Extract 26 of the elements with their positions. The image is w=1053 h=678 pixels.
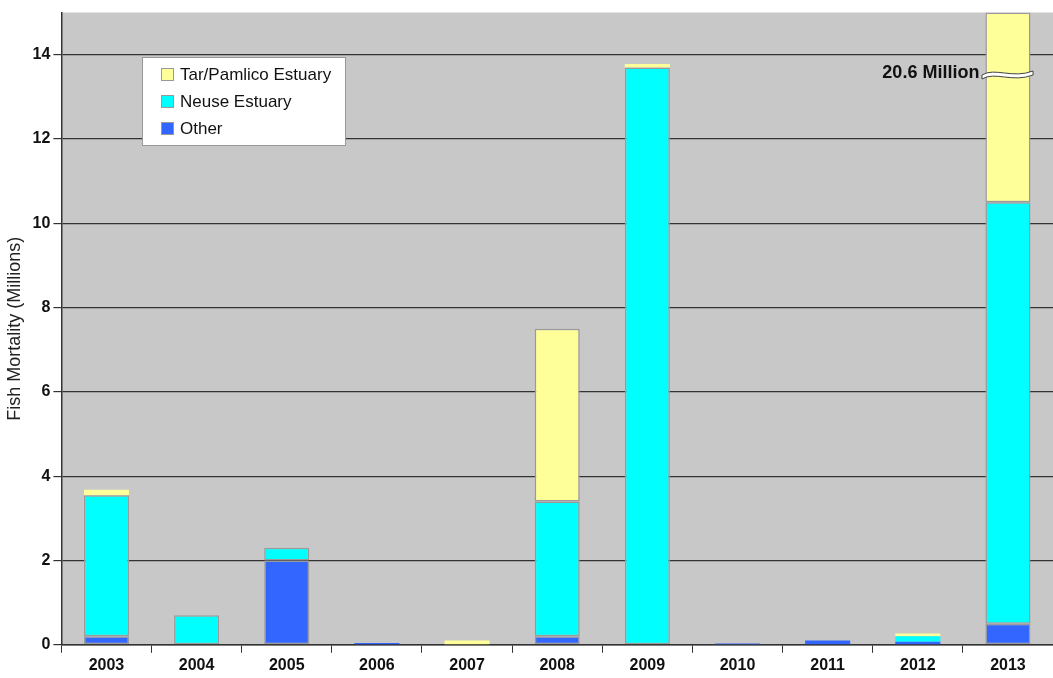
y-tick-label: 4 <box>41 466 51 484</box>
legend-label: Tar/Pamlico Estuary <box>180 64 332 85</box>
x-tick-label: 2010 <box>719 655 756 673</box>
y-axis-title: Fish Mortality (Millions) <box>3 236 24 421</box>
bar <box>83 489 130 496</box>
y-tick-label: 2 <box>41 550 51 568</box>
y-tick-label: 8 <box>41 298 51 316</box>
annotation: 20.6 Million <box>882 61 980 82</box>
x-tick-label: 2012 <box>899 655 936 673</box>
legend-label: Other <box>180 118 223 139</box>
x-tick-label: 2007 <box>449 655 485 673</box>
x-tick-label: 2003 <box>88 655 125 673</box>
y-tick-label: 6 <box>41 382 51 400</box>
bar <box>895 633 941 637</box>
x-tick-label: 2008 <box>539 655 576 673</box>
y-tick-label: 12 <box>32 129 51 147</box>
y-tick-label: 10 <box>32 213 51 231</box>
x-tick-label: 2011 <box>810 655 846 673</box>
y-tick-label: 0 <box>41 635 51 653</box>
x-tick-label: 2005 <box>268 655 305 673</box>
x-tick-label: 2004 <box>178 655 215 673</box>
x-tick-label: 2006 <box>359 655 395 673</box>
legend-label: Neuse Estuary <box>180 91 292 112</box>
x-tick-label: 2013 <box>990 655 1026 673</box>
y-tick-label: 14 <box>32 45 51 63</box>
x-tick-label: 2009 <box>629 655 666 673</box>
